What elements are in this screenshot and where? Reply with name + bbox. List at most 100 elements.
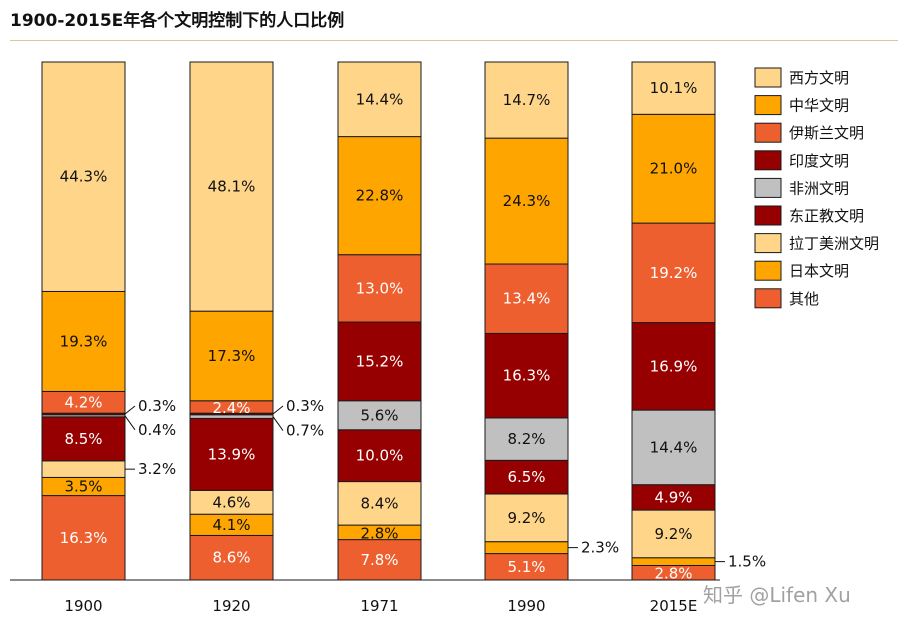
bar-segment: [631, 557, 716, 566]
bar-segment: [631, 61, 716, 115]
data-label: 16.9%: [650, 357, 698, 375]
legend-swatch: [754, 233, 782, 254]
data-label: 44.3%: [60, 168, 108, 186]
legend-swatch: [754, 288, 782, 309]
bar-segment: [631, 409, 716, 486]
data-label: 22.8%: [356, 187, 404, 205]
legend-swatch: [754, 177, 782, 198]
bar-segment: [484, 263, 569, 334]
legend-label: 伊斯兰文明: [789, 124, 864, 142]
legend-swatch: [754, 205, 782, 226]
data-label: 9.2%: [654, 525, 692, 543]
bar-segment: [631, 113, 716, 224]
data-label: 2.3%: [581, 539, 619, 557]
leader-line: [124, 405, 136, 415]
x-tick-label: 1920: [212, 597, 250, 615]
bar-segment: [631, 322, 716, 411]
data-label: 0.7%: [286, 422, 324, 440]
legend-swatch: [754, 260, 782, 281]
legend-label: 拉丁美洲文明: [789, 235, 879, 253]
bar-segment: [484, 61, 569, 139]
bar-segment: [631, 222, 716, 324]
bar-segment: [484, 493, 569, 543]
leader-line: [124, 415, 136, 431]
bar-segment: [337, 254, 422, 323]
bar-segment: [484, 332, 569, 419]
data-label: 3.2%: [138, 460, 176, 478]
bar-segment: [337, 539, 422, 581]
data-label: 14.4%: [650, 438, 698, 456]
bar-segment: [337, 481, 422, 526]
data-label: 0.3%: [286, 397, 324, 415]
data-label: 4.2%: [64, 393, 102, 411]
data-label: 9.2%: [507, 509, 545, 527]
legend-label: 东正教文明: [789, 207, 864, 225]
data-label: 0.3%: [138, 397, 176, 415]
data-label: 4.6%: [212, 493, 250, 511]
data-label: 8.2%: [507, 430, 545, 448]
data-label: 10.0%: [356, 447, 404, 465]
data-label: 24.3%: [503, 192, 551, 210]
bar-segment: [484, 541, 569, 555]
data-label: 10.1%: [650, 79, 698, 97]
bar-segment: [189, 310, 274, 402]
bar-segment: [337, 61, 422, 138]
data-label: 21.0%: [650, 160, 698, 178]
x-tick-label: 1971: [360, 597, 398, 615]
legend-swatch: [754, 67, 782, 88]
legend-label: 西方文明: [789, 69, 849, 87]
data-label: 1.5%: [728, 553, 766, 571]
leader-line: [272, 416, 284, 431]
data-label: 0.4%: [138, 421, 176, 439]
legend-swatch: [754, 122, 782, 143]
legend-label: 印度文明: [789, 152, 849, 170]
data-label: 17.3%: [208, 347, 256, 365]
bar-segment: [484, 417, 569, 461]
bar-segment: [484, 553, 569, 581]
title-divider: [10, 40, 898, 41]
data-label: 13.4%: [503, 290, 551, 308]
bar-segment: [41, 495, 126, 581]
chart-title: 1900-2015E年各个文明控制下的人口比例: [10, 11, 345, 31]
legend-swatch: [754, 95, 782, 116]
legend-label: 中华文明: [789, 97, 849, 115]
legend-label: 日本文明: [789, 262, 849, 280]
data-label: 2.8%: [360, 524, 398, 542]
data-label: 2.8%: [654, 565, 692, 583]
x-tick-label: 2015E: [650, 597, 698, 615]
data-label: 8.4%: [360, 494, 398, 512]
x-tick-label: 1900: [64, 597, 102, 615]
bar-segment: [41, 460, 126, 478]
data-label: 14.7%: [503, 91, 551, 109]
legend-label: 非洲文明: [789, 179, 849, 197]
data-label: 3.5%: [64, 478, 102, 496]
bar-segment: [41, 61, 126, 292]
data-label: 48.1%: [208, 178, 256, 196]
bar-segment: [189, 61, 274, 312]
data-label: 14.4%: [356, 90, 404, 108]
bar-segment: [41, 416, 126, 462]
bar-segment: [631, 484, 716, 511]
bar-segment: [631, 509, 716, 559]
data-label: 8.6%: [212, 549, 250, 567]
data-label: 16.3%: [503, 367, 551, 385]
bar-segment: [337, 321, 422, 402]
data-label: 19.2%: [650, 264, 698, 282]
legend-label: 其他: [789, 290, 819, 308]
x-tick-label: 1990: [507, 597, 545, 615]
data-label: 4.1%: [212, 516, 250, 534]
data-label: 6.5%: [507, 468, 545, 486]
data-label: 5.6%: [360, 406, 398, 424]
bar-segment: [484, 459, 569, 495]
data-label: 19.3%: [60, 332, 108, 350]
data-label: 13.9%: [208, 445, 256, 463]
data-label: 7.8%: [360, 551, 398, 569]
watermark: 知乎 @Lifen Xu: [703, 583, 851, 607]
data-label: 5.1%: [507, 558, 545, 576]
data-label: 8.5%: [64, 430, 102, 448]
data-label: 13.0%: [356, 279, 404, 297]
data-label: 4.9%: [654, 488, 692, 506]
data-label: 2.4%: [212, 399, 250, 417]
leader-line: [272, 405, 284, 415]
